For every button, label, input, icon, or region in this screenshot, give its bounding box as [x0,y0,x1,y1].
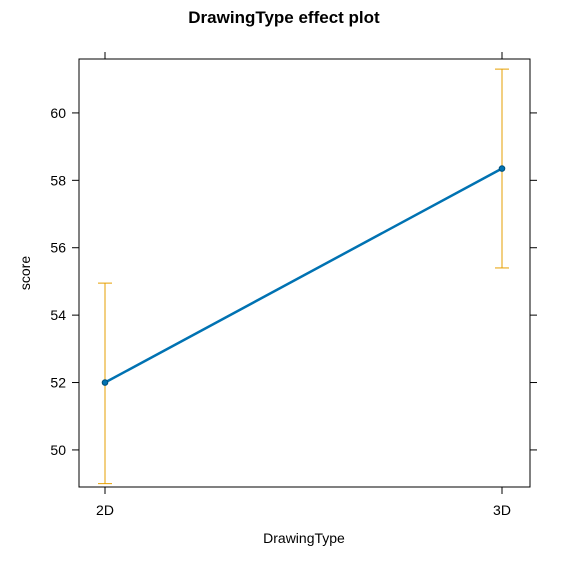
plot-frame [78,58,531,488]
x-axis: 2D 3D [96,52,511,518]
chart-title: DrawingType effect plot [188,8,380,27]
y-tick-label-54: 54 [50,307,66,323]
y-axis-label: score [17,256,33,290]
x-tick-label-2D: 2D [96,502,114,518]
y-tick-label-50: 50 [50,442,66,458]
y-axis: 50 52 54 56 58 60 [50,105,537,458]
x-axis-label: DrawingType [263,530,345,546]
y-tick-label-60: 60 [50,105,66,121]
y-tick-label-56: 56 [50,240,66,256]
x-tick-label-3D: 3D [493,502,511,518]
effect-line [104,167,503,384]
effect-point-3D [498,165,506,172]
effect-series [101,165,506,386]
effect-point-2D [101,379,109,386]
y-tick-label-52: 52 [50,375,66,391]
y-tick-label-58: 58 [50,172,66,188]
